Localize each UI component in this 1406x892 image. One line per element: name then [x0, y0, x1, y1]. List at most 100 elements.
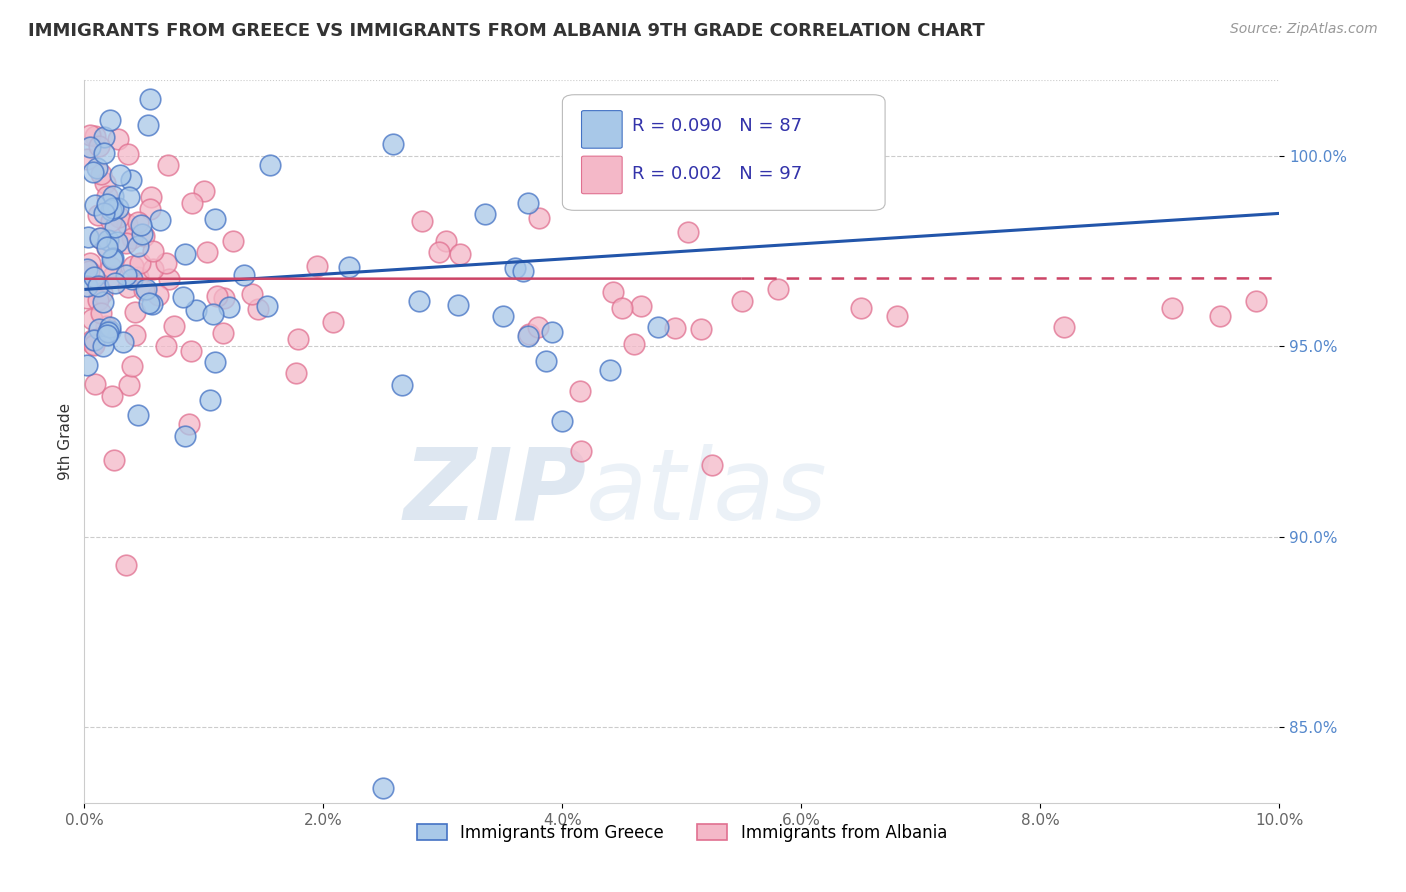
Point: [89, 231, 111, 245]
Point: [105, 235, 128, 249]
Point: [87, 321, 110, 335]
Point: [117, 217, 139, 231]
Point: [527, 211, 550, 226]
Point: [181, 196, 204, 211]
Point: [84, 198, 107, 212]
Point: [256, 299, 278, 313]
FancyBboxPatch shape: [582, 156, 623, 194]
Point: [101, 388, 124, 402]
Point: [103, 189, 125, 203]
Point: [96, 327, 118, 342]
Point: [766, 282, 789, 296]
Point: [93, 146, 115, 161]
Point: [134, 284, 156, 298]
Point: [505, 261, 527, 276]
Point: [124, 305, 146, 319]
Point: [115, 268, 138, 283]
Point: [117, 279, 139, 293]
Point: [76, 261, 98, 276]
Point: [731, 293, 754, 308]
Point: [77, 264, 100, 278]
FancyBboxPatch shape: [562, 95, 886, 211]
Point: [98, 324, 121, 338]
Point: [647, 320, 669, 334]
Point: [201, 307, 224, 321]
Point: [138, 202, 160, 216]
Point: [285, 366, 308, 380]
Point: [177, 417, 200, 431]
Point: [117, 147, 139, 161]
Point: [97, 233, 120, 247]
Point: [96, 319, 118, 334]
Point: [186, 303, 208, 318]
Point: [96, 240, 118, 254]
Point: [127, 270, 149, 285]
Point: [155, 339, 177, 353]
Point: [124, 327, 146, 342]
Point: [120, 173, 142, 187]
Point: [1209, 309, 1232, 323]
Point: [180, 343, 202, 358]
Point: [76, 279, 98, 293]
Point: [79, 139, 101, 153]
Point: [851, 301, 873, 316]
Point: [142, 261, 165, 276]
Point: [305, 259, 328, 273]
Point: [567, 166, 589, 180]
Point: [128, 256, 150, 270]
Point: [630, 299, 652, 313]
Point: [233, 268, 256, 282]
Point: [96, 196, 118, 211]
Point: [141, 244, 163, 259]
Point: [129, 219, 152, 233]
Point: [569, 384, 592, 399]
Point: [82, 165, 104, 179]
Point: [76, 359, 98, 373]
Point: [157, 272, 180, 286]
Point: [121, 271, 143, 285]
Point: [411, 213, 433, 227]
Point: [87, 293, 110, 307]
Point: [103, 251, 125, 265]
Point: [103, 453, 125, 467]
Point: [87, 138, 110, 153]
Point: [121, 259, 143, 273]
Point: [690, 321, 713, 335]
Point: [104, 276, 127, 290]
Point: [101, 201, 124, 215]
Point: [76, 229, 98, 244]
Point: [121, 359, 143, 373]
Point: [391, 377, 413, 392]
Point: [204, 355, 226, 369]
Point: [127, 409, 149, 423]
Point: [139, 190, 162, 204]
Point: [259, 159, 281, 173]
Point: [86, 208, 108, 222]
Point: [84, 129, 107, 144]
Text: R = 0.002   N = 97: R = 0.002 N = 97: [631, 165, 801, 183]
Point: [612, 301, 634, 316]
Point: [172, 290, 194, 304]
Point: [79, 128, 101, 143]
Point: [138, 92, 160, 106]
Point: [527, 320, 550, 334]
Point: [195, 244, 218, 259]
Point: [76, 291, 98, 305]
Point: [98, 113, 121, 128]
Point: [599, 363, 621, 377]
Point: [1244, 293, 1267, 308]
Point: [536, 353, 558, 368]
Point: [107, 202, 129, 216]
Point: [80, 312, 103, 326]
Point: [93, 205, 115, 219]
Point: [287, 332, 309, 346]
Point: [204, 212, 226, 227]
Point: [569, 443, 592, 458]
Point: [132, 228, 155, 243]
Point: [218, 300, 240, 314]
Point: [127, 239, 149, 253]
Point: [702, 458, 724, 472]
Point: [382, 137, 405, 152]
Point: [449, 246, 471, 260]
Point: [146, 287, 169, 301]
